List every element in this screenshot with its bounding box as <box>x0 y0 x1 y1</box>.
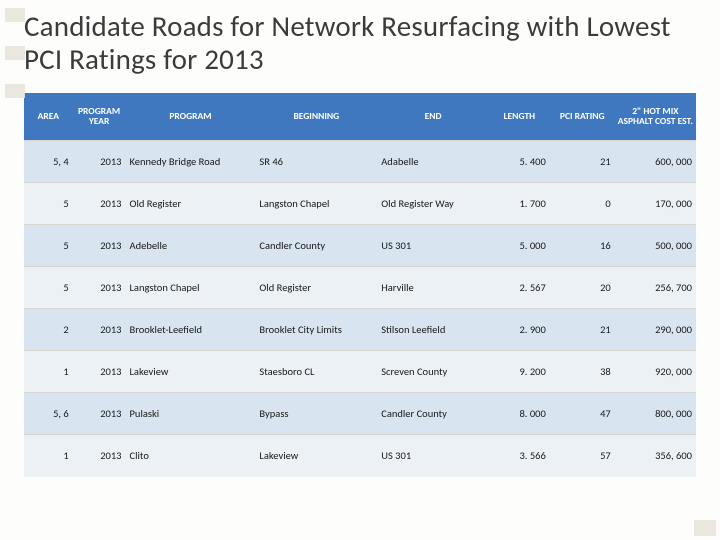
table-cell: 3. 566 <box>489 435 550 477</box>
table-cell: SR 46 <box>255 141 377 183</box>
table-cell: 256, 700 <box>615 267 696 309</box>
table-cell: 5 <box>24 183 73 225</box>
table-cell: Adebelle <box>126 225 256 267</box>
table-cell: 1 <box>24 351 73 393</box>
table-cell: Candler County <box>377 393 489 435</box>
table-cell: 21 <box>550 309 615 351</box>
table-cell: 9. 200 <box>489 351 550 393</box>
table-cell: Old Register <box>255 267 377 309</box>
table-header-cell: 2" HOT MIX ASPHALT COST EST. <box>615 93 696 141</box>
table-cell: 8. 000 <box>489 393 550 435</box>
table-row: 22013Brooklet-LeefieldBrooklet City Limi… <box>24 309 696 351</box>
table-row: 12013LakeviewStaesboro CLScreven County9… <box>24 351 696 393</box>
table-cell: Bypass <box>255 393 377 435</box>
table-cell: Staesboro CL <box>255 351 377 393</box>
table-row: 52013Old RegisterLangston ChapelOld Regi… <box>24 183 696 225</box>
table-header-cell: END <box>377 93 489 141</box>
table-cell: 500, 000 <box>615 225 696 267</box>
table-cell: Lakeview <box>255 435 377 477</box>
table-row: 52013AdebelleCandler CountyUS 3015. 0001… <box>24 225 696 267</box>
table-cell: 57 <box>550 435 615 477</box>
table-header-cell: PROGRAM <box>126 93 256 141</box>
table-cell: 5. 400 <box>489 141 550 183</box>
table-cell: 920, 000 <box>615 351 696 393</box>
table-row: 5, 42013Kennedy Bridge RoadSR 46Adabelle… <box>24 141 696 183</box>
table-cell: Brooklet City Limits <box>255 309 377 351</box>
table-cell: Pulaski <box>126 393 256 435</box>
table-cell: 2013 <box>73 183 126 225</box>
table-row: 52013Langston ChapelOld RegisterHarville… <box>24 267 696 309</box>
table-cell: Clito <box>126 435 256 477</box>
table-cell: Langston Chapel <box>126 267 256 309</box>
table-cell: US 301 <box>377 225 489 267</box>
table-cell: 2 <box>24 309 73 351</box>
table-header-row: AREAPROGRAM YEARPROGRAMBEGINNINGENDLENGT… <box>24 93 696 141</box>
table-cell: 2013 <box>73 393 126 435</box>
table-header-cell: PCI RATING <box>550 93 615 141</box>
table-cell: Screven County <box>377 351 489 393</box>
table-cell: 356, 600 <box>615 435 696 477</box>
table-cell: 5 <box>24 225 73 267</box>
table-header-cell: AREA <box>24 93 73 141</box>
table-cell: 600, 000 <box>615 141 696 183</box>
table-cell: Lakeview <box>126 351 256 393</box>
table-header-cell: BEGINNING <box>255 93 377 141</box>
table-row: 12013ClitoLakeviewUS 3013. 56657356, 600 <box>24 435 696 477</box>
table-header-cell: LENGTH <box>489 93 550 141</box>
table-cell: Candler County <box>255 225 377 267</box>
table-cell: 290, 000 <box>615 309 696 351</box>
table-cell: 0 <box>550 183 615 225</box>
table-body: 5, 42013Kennedy Bridge RoadSR 46Adabelle… <box>24 141 696 477</box>
table-cell: 2. 567 <box>489 267 550 309</box>
table-cell: 2013 <box>73 267 126 309</box>
table-head: AREAPROGRAM YEARPROGRAMBEGINNINGENDLENGT… <box>24 93 696 141</box>
table-cell: Kennedy Bridge Road <box>126 141 256 183</box>
table-cell: 38 <box>550 351 615 393</box>
table-cell: 47 <box>550 393 615 435</box>
table-cell: Adabelle <box>377 141 489 183</box>
table-cell: 2013 <box>73 351 126 393</box>
table-cell: Harville <box>377 267 489 309</box>
slide: Candidate Roads for Network Resurfacing … <box>0 0 720 540</box>
table-cell: 5. 000 <box>489 225 550 267</box>
table-cell: 800, 000 <box>615 393 696 435</box>
table-header-cell: PROGRAM YEAR <box>73 93 126 141</box>
table-cell: 2. 900 <box>489 309 550 351</box>
table-cell: 1 <box>24 435 73 477</box>
slide-title: Candidate Roads for Network Resurfacing … <box>24 10 696 77</box>
table-cell: 170, 000 <box>615 183 696 225</box>
table-cell: 2013 <box>73 225 126 267</box>
table-cell: 21 <box>550 141 615 183</box>
table-cell: 2013 <box>73 435 126 477</box>
table-container: AREAPROGRAM YEARPROGRAMBEGINNINGENDLENGT… <box>24 93 696 477</box>
table-cell: 2013 <box>73 309 126 351</box>
table-cell: 16 <box>550 225 615 267</box>
table-row: 5, 62013PulaskiBypassCandler County8. 00… <box>24 393 696 435</box>
table-cell: 1. 700 <box>489 183 550 225</box>
table-cell: US 301 <box>377 435 489 477</box>
table-cell: 20 <box>550 267 615 309</box>
table-cell: 2013 <box>73 141 126 183</box>
roads-table: AREAPROGRAM YEARPROGRAMBEGINNINGENDLENGT… <box>24 93 696 477</box>
table-cell: Old Register <box>126 183 256 225</box>
table-cell: 5, 4 <box>24 141 73 183</box>
table-cell: 5 <box>24 267 73 309</box>
table-cell: Stilson Leefield <box>377 309 489 351</box>
table-cell: Old Register Way <box>377 183 489 225</box>
table-cell: Langston Chapel <box>255 183 377 225</box>
table-cell: 5, 6 <box>24 393 73 435</box>
table-cell: Brooklet-Leefield <box>126 309 256 351</box>
